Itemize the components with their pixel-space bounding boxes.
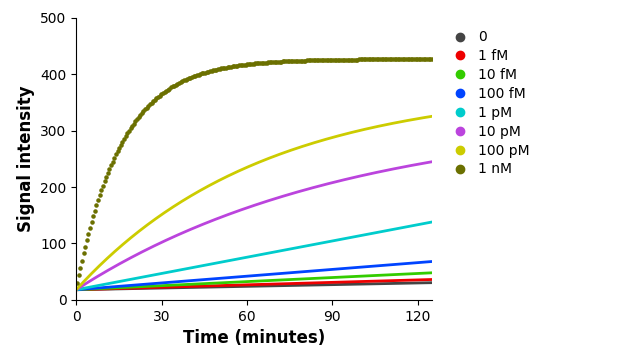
Line: 10 fM: 10 fM bbox=[76, 273, 432, 290]
10 pM bbox=[164, 237, 171, 242]
0 bbox=[233, 285, 241, 289]
100 fM bbox=[164, 280, 171, 285]
10 pM bbox=[233, 209, 241, 213]
1 nM bbox=[73, 281, 81, 285]
10 pM bbox=[310, 185, 318, 190]
100 pM bbox=[135, 229, 143, 233]
Line: 0: 0 bbox=[76, 283, 432, 290]
100 pM bbox=[282, 150, 290, 154]
1 fM bbox=[164, 285, 171, 289]
1 pM bbox=[135, 276, 143, 280]
Line: 10 pM: 10 pM bbox=[76, 162, 432, 290]
1 nM bbox=[384, 57, 392, 61]
10 fM bbox=[282, 278, 290, 282]
0 bbox=[135, 286, 143, 291]
100 fM bbox=[233, 275, 241, 279]
1 pM bbox=[310, 242, 318, 247]
Line: 100 fM: 100 fM bbox=[76, 262, 432, 290]
10 fM bbox=[72, 288, 80, 292]
10 fM bbox=[340, 275, 348, 279]
10 pM bbox=[72, 288, 80, 292]
10 fM bbox=[135, 285, 143, 289]
100 fM bbox=[428, 260, 436, 264]
0 bbox=[340, 282, 348, 287]
100 fM bbox=[310, 269, 318, 273]
10 pM bbox=[135, 251, 143, 256]
0 bbox=[428, 281, 436, 285]
0 bbox=[164, 286, 171, 290]
1 pM bbox=[72, 288, 80, 292]
10 pM bbox=[428, 160, 436, 164]
Line: 1 pM: 1 pM bbox=[76, 222, 432, 290]
1 nM bbox=[391, 57, 398, 61]
100 pM bbox=[72, 288, 80, 292]
0 bbox=[282, 283, 290, 288]
100 pM bbox=[164, 208, 171, 213]
1 nM bbox=[177, 80, 185, 84]
1 nM bbox=[373, 57, 380, 61]
Line: 1 fM: 1 fM bbox=[76, 280, 432, 290]
0 bbox=[72, 288, 80, 292]
10 fM bbox=[428, 271, 436, 275]
1 fM bbox=[428, 277, 436, 282]
100 pM bbox=[340, 132, 348, 136]
1 fM bbox=[310, 281, 318, 285]
1 pM bbox=[340, 237, 348, 241]
100 fM bbox=[340, 266, 348, 271]
Line: 1 nM: 1 nM bbox=[74, 56, 435, 286]
10 pM bbox=[340, 178, 348, 182]
Legend: 0, 1 fM, 10 fM, 100 fM, 1 pM, 10 pM, 100 pM, 1 nM: 0, 1 fM, 10 fM, 100 fM, 1 pM, 10 pM, 100… bbox=[446, 30, 530, 176]
1 pM bbox=[282, 248, 290, 252]
1 fM bbox=[282, 282, 290, 286]
100 pM bbox=[428, 114, 436, 119]
Line: 100 pM: 100 pM bbox=[76, 116, 432, 290]
1 fM bbox=[233, 283, 241, 287]
1 fM bbox=[72, 288, 80, 292]
100 pM bbox=[233, 170, 241, 174]
10 fM bbox=[164, 283, 171, 287]
Y-axis label: Signal intensity: Signal intensity bbox=[17, 86, 34, 232]
X-axis label: Time (minutes): Time (minutes) bbox=[183, 329, 325, 347]
0 bbox=[310, 283, 318, 287]
1 pM bbox=[164, 270, 171, 275]
1 nM bbox=[170, 84, 178, 88]
10 fM bbox=[233, 280, 241, 284]
100 pM bbox=[310, 141, 318, 145]
100 fM bbox=[282, 271, 290, 275]
100 fM bbox=[135, 283, 143, 287]
10 pM bbox=[282, 193, 290, 197]
1 nM bbox=[263, 60, 271, 65]
1 fM bbox=[135, 286, 143, 290]
1 pM bbox=[428, 220, 436, 224]
1 pM bbox=[233, 257, 241, 261]
1 nM bbox=[428, 57, 436, 61]
100 fM bbox=[72, 288, 80, 292]
10 fM bbox=[310, 276, 318, 281]
1 fM bbox=[340, 280, 348, 284]
